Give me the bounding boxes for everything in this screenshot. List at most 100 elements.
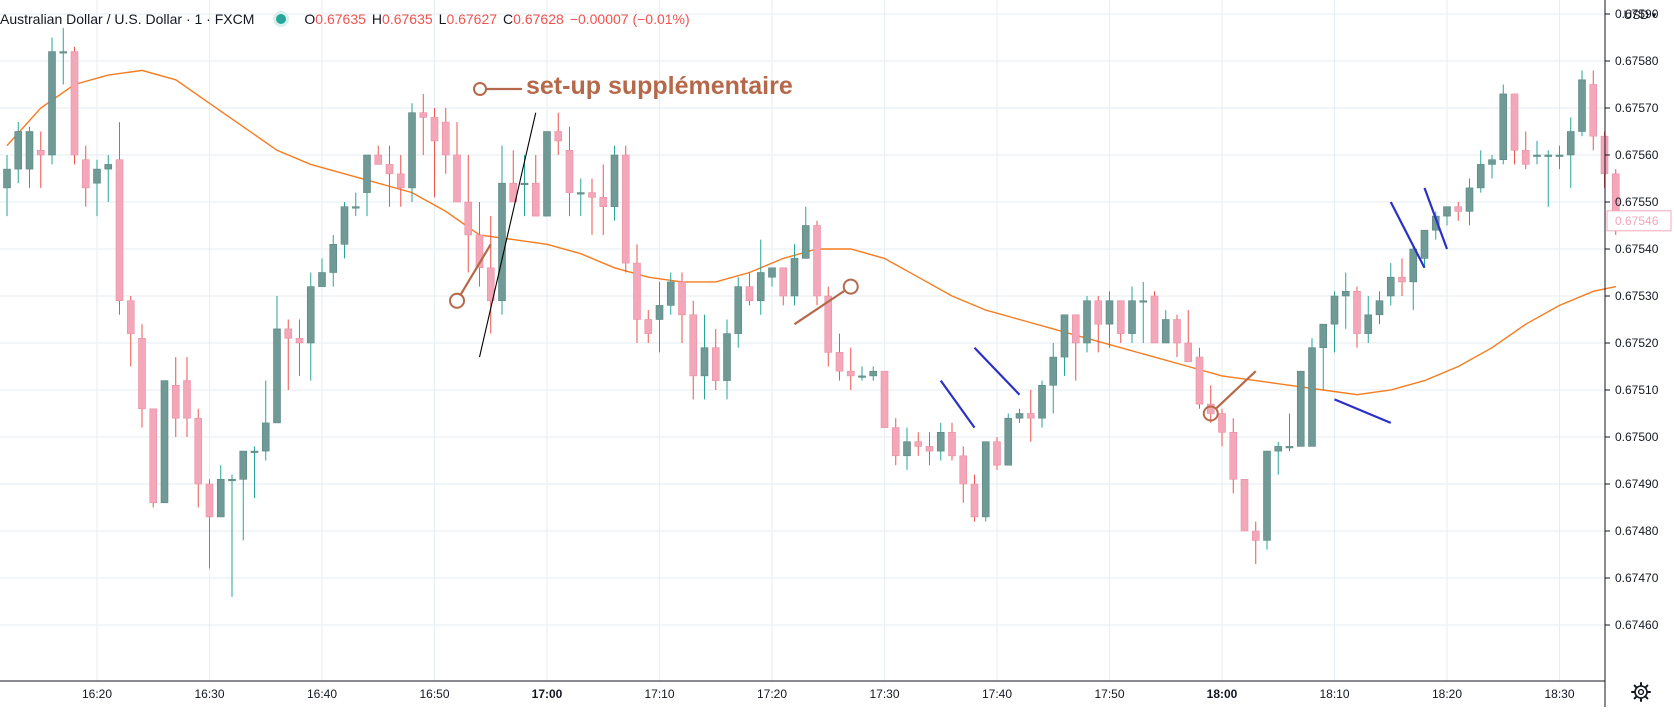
candle-body [475, 234, 484, 269]
candle-body [1364, 314, 1373, 334]
time-tick-label: 16:20 [82, 687, 112, 701]
time-tick-label: 18:10 [1319, 687, 1349, 701]
candle [194, 408, 203, 508]
candle [678, 272, 686, 343]
candle [1330, 291, 1339, 353]
candle [329, 234, 338, 287]
price-tick-label: 0.67530 [1615, 289, 1659, 303]
candle-body [1071, 314, 1080, 344]
candle [498, 145, 506, 315]
candle-body [936, 431, 945, 452]
annotation-line [459, 243, 492, 296]
candle [126, 296, 135, 367]
candle-body [1161, 319, 1170, 344]
candle-body [588, 192, 596, 198]
drawings-layer: set-up supplémentaire [449, 72, 1449, 429]
moving-average-line [6, 69, 1616, 396]
candle-body [1060, 314, 1069, 358]
candle-body [891, 427, 900, 457]
candle-body [1105, 300, 1114, 325]
candle [1308, 338, 1316, 447]
candle-body [25, 131, 34, 170]
candle-body [779, 267, 788, 297]
signal-line [1389, 201, 1426, 269]
candle-body [396, 173, 405, 189]
time-axis: 16:20 16:30 16:40 16:50 17:00 17:10 17:20 17:30… [0, 680, 1605, 701]
candle-body [1184, 342, 1193, 363]
price-tick-label: 0.67500 [1615, 430, 1659, 444]
candle-body [318, 272, 326, 287]
candle-body [183, 380, 191, 419]
candle [475, 202, 484, 287]
candle [261, 380, 270, 461]
candle-body [306, 286, 315, 344]
candle-body [1263, 450, 1271, 541]
candle [25, 126, 34, 188]
candle [284, 319, 293, 390]
candle [430, 108, 439, 198]
price-tick-label: 0.67570 [1615, 101, 1659, 115]
candle [1465, 178, 1474, 226]
candle [1026, 390, 1035, 442]
candle [1195, 347, 1204, 409]
candle-body [576, 192, 585, 195]
candle [385, 145, 394, 207]
candle [790, 244, 799, 306]
currency-dropdown[interactable]: USD ▾ [1606, 0, 1674, 30]
candle-body [171, 384, 180, 419]
signal-line [1334, 398, 1392, 424]
candle [1251, 521, 1260, 564]
candle [374, 145, 383, 165]
candle-body [970, 483, 979, 518]
candle [1319, 323, 1328, 390]
candle [824, 286, 833, 367]
candle [981, 441, 990, 522]
candle-body [610, 154, 619, 208]
candle [1015, 408, 1024, 423]
candle [520, 155, 529, 217]
candle-body [498, 182, 506, 301]
candle-body [340, 206, 349, 245]
candle-body [531, 182, 540, 217]
candle [1566, 117, 1575, 188]
candle [835, 333, 844, 381]
candle [779, 267, 788, 306]
low-label: L [438, 11, 447, 27]
candle [914, 432, 923, 456]
candle [1353, 286, 1361, 348]
candle [1521, 131, 1530, 170]
candle-body [1589, 84, 1598, 137]
candle-body [644, 319, 653, 334]
candle-body [1150, 295, 1159, 344]
candle [1533, 140, 1541, 165]
candle [903, 427, 911, 470]
candle-body [869, 370, 878, 377]
candle [936, 422, 945, 461]
candle-body [1173, 319, 1181, 344]
candle [1341, 272, 1350, 329]
candle [363, 154, 371, 217]
time-tick-label: 17:30 [869, 687, 899, 701]
candle-body [239, 450, 248, 480]
candle-body [419, 112, 428, 118]
candle [1398, 258, 1406, 296]
chevron-down-icon: ▾ [1651, 9, 1657, 20]
candle [1296, 370, 1305, 447]
candle-body [1330, 295, 1339, 325]
candle-body [363, 154, 371, 193]
candle-body [925, 446, 934, 452]
candle [846, 347, 855, 390]
candle [1488, 155, 1496, 179]
candle-body [1004, 417, 1013, 466]
candle [149, 408, 158, 508]
price-tick-label: 0.67480 [1615, 524, 1659, 538]
symbol-title[interactable]: Australian Dollar / U.S. Dollar · 1 · FX… [0, 11, 255, 27]
candle-body [385, 164, 394, 175]
candle-body [1015, 413, 1024, 419]
settings-gear-icon[interactable] [1630, 681, 1652, 703]
candle [948, 422, 956, 461]
candle [104, 155, 113, 202]
candle [633, 244, 641, 343]
